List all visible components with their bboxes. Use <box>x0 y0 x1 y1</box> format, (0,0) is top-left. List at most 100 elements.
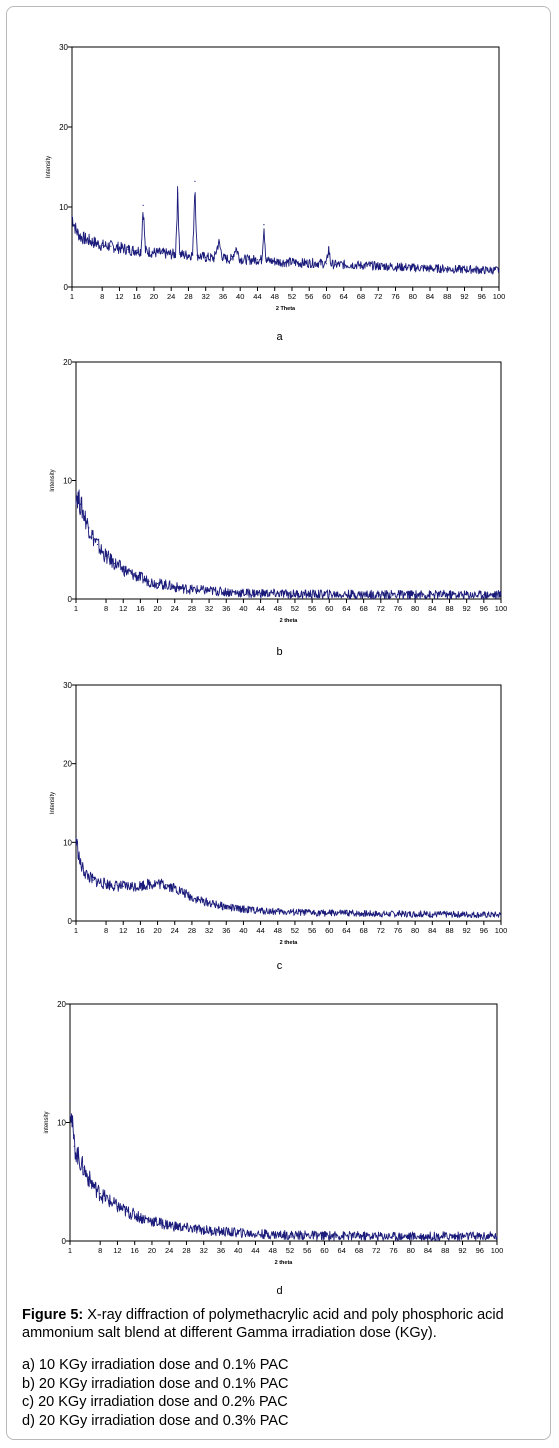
data-point <box>228 1231 231 1233</box>
x-tick-label: 20 <box>148 1246 156 1255</box>
x-tick-label: 56 <box>305 292 313 301</box>
panel-label-a: a <box>276 331 283 343</box>
data-point <box>254 1233 257 1235</box>
x-tick-label: 40 <box>239 604 247 613</box>
x-tick-label: 36 <box>219 292 227 301</box>
data-point <box>226 258 228 260</box>
panel-label-b: b <box>276 646 283 658</box>
data-point <box>96 543 99 546</box>
data-point <box>148 883 150 885</box>
data-point <box>205 256 207 258</box>
x-tick-label: 56 <box>308 926 316 935</box>
x-tick-label: 20 <box>153 604 161 613</box>
y-axis-label: Intensity <box>50 469 56 491</box>
x-tick-label: 100 <box>495 926 508 935</box>
x-axis-label: 2 Theta <box>276 306 296 312</box>
data-point <box>431 913 433 915</box>
x-tick-label: 96 <box>480 604 488 613</box>
data-point <box>78 1157 80 1159</box>
data-point <box>200 256 202 258</box>
x-tick-label: 12 <box>113 1246 121 1255</box>
data-point <box>375 1235 377 1237</box>
data-point <box>83 871 86 873</box>
caption-text: X-ray diffraction of polymethacrylic aci… <box>22 1307 504 1341</box>
x-tick-label: 32 <box>200 1246 208 1255</box>
data-point <box>311 593 313 595</box>
x-tick-label: 84 <box>428 604 436 613</box>
data-point <box>230 258 233 260</box>
data-point <box>131 885 133 887</box>
data-point <box>308 262 310 264</box>
data-point <box>498 269 500 271</box>
x-tick-label: 64 <box>338 1246 346 1255</box>
x-tick-label: 44 <box>256 604 264 613</box>
x-tick-label: 32 <box>205 926 213 935</box>
x-tick-label: 80 <box>407 1246 415 1255</box>
chart-c: 0 10 20 30 1 8 12 16 20 24 28 32 36 40 44 48 52 56 60 64 68 7… <box>50 681 508 946</box>
data-point <box>248 259 250 261</box>
x-tick-label: 88 <box>445 926 453 935</box>
data-point <box>125 1210 127 1212</box>
data-point <box>139 577 141 579</box>
x-tick-label: 56 <box>308 604 316 613</box>
x-tick-label: 52 <box>286 1246 294 1255</box>
data-point <box>211 1230 213 1232</box>
x-tick-label: 76 <box>394 926 402 935</box>
x-tick-label: 12 <box>119 604 127 613</box>
data-point <box>282 261 284 263</box>
x-tick-label: 44 <box>251 1246 259 1255</box>
x-tick-label: 96 <box>478 292 486 301</box>
x-tick-label: 12 <box>119 926 127 935</box>
data-point <box>261 259 263 261</box>
data-point <box>489 269 491 271</box>
plot-frame <box>75 684 502 922</box>
data-point <box>79 863 81 865</box>
data-point <box>323 1235 326 1237</box>
caption-item-a: a) 10 KGy irradiation dose and 0.1% PAC <box>22 1357 289 1373</box>
data-point <box>317 262 319 264</box>
x-tick-label: 36 <box>217 1246 225 1255</box>
x-tick-label: 84 <box>428 926 436 935</box>
data-point <box>196 254 198 256</box>
data-point <box>75 491 77 493</box>
x-tick-label: 28 <box>182 1246 190 1255</box>
x-tick-label: 48 <box>269 1246 277 1255</box>
data-point <box>83 515 86 517</box>
x-tick-label: 36 <box>222 926 230 935</box>
data-point <box>86 1175 88 1177</box>
x-tick-label: 56 <box>303 1246 311 1255</box>
data-point <box>122 885 124 887</box>
data-point <box>483 594 485 596</box>
data-point <box>165 584 167 586</box>
x-tick-label: 100 <box>495 604 508 613</box>
data-point <box>122 568 124 570</box>
data-point <box>237 1232 239 1234</box>
data-point <box>472 268 474 270</box>
series-line <box>71 186 500 275</box>
caption-item-b: b) 20 KGy irradiation dose and 0.1% PAC <box>22 1375 289 1392</box>
x-tick-label: 60 <box>320 1246 328 1255</box>
data-point <box>345 912 348 914</box>
data-point <box>242 592 245 594</box>
data-point <box>194 1228 196 1230</box>
data-point <box>239 258 241 260</box>
data-point <box>136 249 138 251</box>
x-tick-label: 16 <box>131 1246 139 1255</box>
data-point <box>177 192 179 194</box>
data-point <box>139 885 141 887</box>
x-tick-label: 1 <box>74 926 78 935</box>
x-tick-label: 96 <box>480 926 488 935</box>
data-point <box>217 904 219 906</box>
data-point <box>500 914 502 916</box>
data-point <box>394 266 397 268</box>
data-point <box>225 591 227 593</box>
x-tick-label: 60 <box>325 604 333 613</box>
x-tick-label: 100 <box>493 292 506 301</box>
x-tick-label: 24 <box>171 604 179 613</box>
data-point <box>177 1226 179 1228</box>
y-tick-label: 10 <box>57 1119 66 1128</box>
data-point <box>199 899 202 902</box>
y-tick-label: 30 <box>59 43 68 52</box>
data-point <box>306 1234 308 1236</box>
caption-items: a) 10 KGy irradiation dose and 0.1% PAC … <box>22 1356 542 1430</box>
